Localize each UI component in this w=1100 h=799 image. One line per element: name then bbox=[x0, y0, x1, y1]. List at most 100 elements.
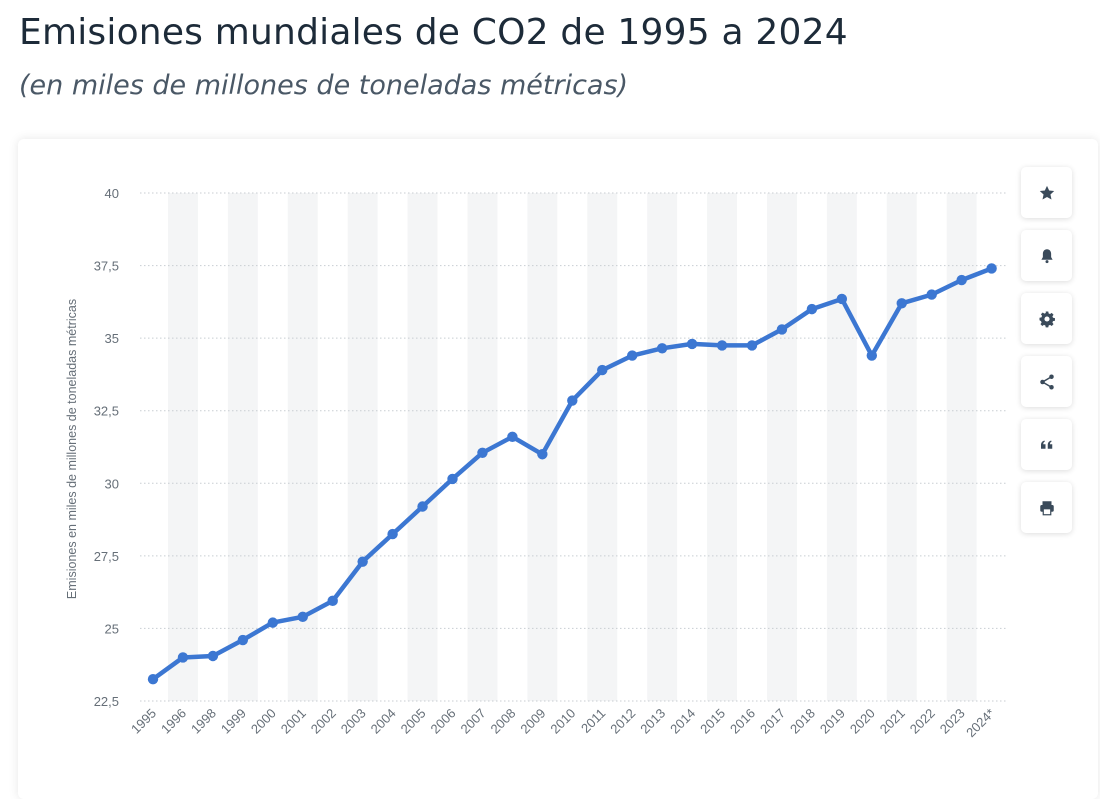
series-line-path bbox=[150, 266, 994, 682]
x-tick-label: 2013 bbox=[637, 706, 668, 737]
data-point[interactable] bbox=[447, 473, 458, 485]
data-point[interactable] bbox=[237, 634, 249, 646]
chart-toolbar bbox=[1021, 167, 1073, 545]
data-point[interactable] bbox=[387, 528, 398, 540]
x-tick-label: 1995 bbox=[128, 706, 159, 737]
data-point[interactable] bbox=[147, 674, 159, 685]
data-point[interactable] bbox=[627, 350, 638, 361]
x-tick-label: 2003 bbox=[338, 706, 369, 737]
x-tick-label: 2010 bbox=[547, 706, 578, 737]
x-tick-label: 2001 bbox=[278, 706, 309, 737]
x-tick-label: 2021 bbox=[877, 706, 908, 737]
data-point[interactable] bbox=[597, 364, 608, 376]
column-band bbox=[647, 193, 678, 701]
y-axis-title: Emisiones en miles de millones de tonela… bbox=[65, 299, 79, 599]
y-tick-label: 40 bbox=[105, 186, 119, 201]
x-tick-label: 2016 bbox=[727, 706, 758, 737]
data-point[interactable] bbox=[537, 449, 548, 460]
y-tick-label: 32,5 bbox=[94, 404, 119, 419]
x-tick-label: 2012 bbox=[607, 706, 638, 737]
data-point[interactable] bbox=[866, 350, 877, 361]
cite-button[interactable] bbox=[1021, 419, 1072, 470]
page-subtitle: (en miles de millones de toneladas métri… bbox=[19, 70, 629, 101]
column-band bbox=[707, 193, 738, 701]
x-tick-label: 2018 bbox=[787, 706, 818, 737]
notification-button[interactable] bbox=[1021, 230, 1072, 281]
data-point[interactable] bbox=[836, 293, 848, 305]
x-tick-label: 1999 bbox=[218, 706, 249, 737]
column-band bbox=[886, 193, 917, 701]
x-tick-label: 2005 bbox=[398, 706, 429, 737]
x-tick-label: 2022 bbox=[907, 706, 938, 737]
x-tick-label: 2015 bbox=[697, 706, 728, 737]
x-tick-label: 2017 bbox=[757, 706, 788, 737]
data-point[interactable] bbox=[477, 447, 488, 459]
x-tick-label: 2023 bbox=[937, 706, 968, 737]
column-band bbox=[407, 193, 438, 701]
y-tick-label: 35 bbox=[105, 331, 119, 346]
data-point[interactable] bbox=[926, 289, 937, 300]
series-points bbox=[147, 263, 997, 685]
page-title: Emisiones mundiales de CO2 de 1995 a 202… bbox=[19, 12, 848, 53]
data-point[interactable] bbox=[297, 611, 308, 623]
settings-button[interactable] bbox=[1021, 293, 1072, 344]
y-axis-ticks: 22,5 25 27,5 30 32,5 35 37,5 40 bbox=[94, 186, 119, 709]
y-tick-label: 30 bbox=[105, 476, 119, 491]
x-tick-label: 2019 bbox=[817, 706, 848, 737]
data-point[interactable] bbox=[567, 395, 578, 406]
data-point[interactable] bbox=[956, 274, 967, 286]
data-point[interactable] bbox=[896, 298, 907, 309]
data-point[interactable] bbox=[686, 338, 698, 350]
x-tick-label: 2004 bbox=[368, 706, 399, 737]
data-point[interactable] bbox=[806, 303, 818, 315]
y-tick-label: 27,5 bbox=[94, 549, 119, 564]
column-band bbox=[587, 193, 618, 701]
data-point[interactable] bbox=[507, 431, 518, 443]
x-tick-label: 2014 bbox=[667, 706, 698, 737]
data-point[interactable] bbox=[327, 595, 338, 607]
gridlines bbox=[140, 192, 1007, 702]
x-tick-label: 1996 bbox=[158, 706, 189, 737]
column-bands bbox=[167, 193, 977, 701]
x-tick-label: 2024* bbox=[963, 706, 998, 741]
column-band bbox=[766, 193, 797, 701]
x-tick-label: 2011 bbox=[578, 706, 608, 736]
quote-icon bbox=[1040, 440, 1052, 449]
y-tick-label: 37,5 bbox=[94, 259, 119, 274]
column-band bbox=[227, 193, 258, 701]
data-point[interactable] bbox=[656, 343, 668, 354]
data-point[interactable] bbox=[417, 501, 428, 512]
data-point[interactable] bbox=[207, 650, 219, 662]
printer-icon bbox=[1039, 500, 1054, 515]
share-icon bbox=[1039, 374, 1054, 389]
x-axis-ticks: 1995199619981999200020012002200320042005… bbox=[128, 706, 998, 741]
x-tick-label: 2000 bbox=[248, 706, 279, 737]
data-point[interactable] bbox=[776, 324, 788, 335]
series-line bbox=[150, 266, 994, 682]
y-tick-label: 22,5 bbox=[94, 694, 119, 709]
x-tick-label: 1998 bbox=[188, 706, 219, 737]
column-band bbox=[826, 193, 857, 701]
y-tick-label: 25 bbox=[105, 621, 119, 636]
chart-card bbox=[18, 139, 1098, 799]
data-point[interactable] bbox=[267, 617, 278, 628]
x-tick-label: 2007 bbox=[458, 706, 489, 737]
column-band bbox=[287, 193, 318, 701]
star-icon bbox=[1039, 185, 1054, 199]
column-band bbox=[946, 193, 977, 701]
data-point[interactable] bbox=[357, 556, 368, 567]
data-point[interactable] bbox=[716, 340, 728, 351]
data-point[interactable] bbox=[746, 340, 758, 351]
bell-icon bbox=[1040, 248, 1053, 263]
print-button[interactable] bbox=[1021, 482, 1072, 533]
data-point[interactable] bbox=[177, 652, 189, 663]
x-tick-label: 2009 bbox=[517, 706, 548, 737]
x-tick-label: 2008 bbox=[487, 706, 518, 737]
x-tick-label: 2020 bbox=[847, 706, 878, 737]
data-point[interactable] bbox=[986, 263, 997, 274]
favorite-button[interactable] bbox=[1021, 167, 1072, 218]
column-band bbox=[167, 193, 198, 701]
share-button[interactable] bbox=[1021, 356, 1072, 407]
column-band bbox=[347, 193, 378, 701]
